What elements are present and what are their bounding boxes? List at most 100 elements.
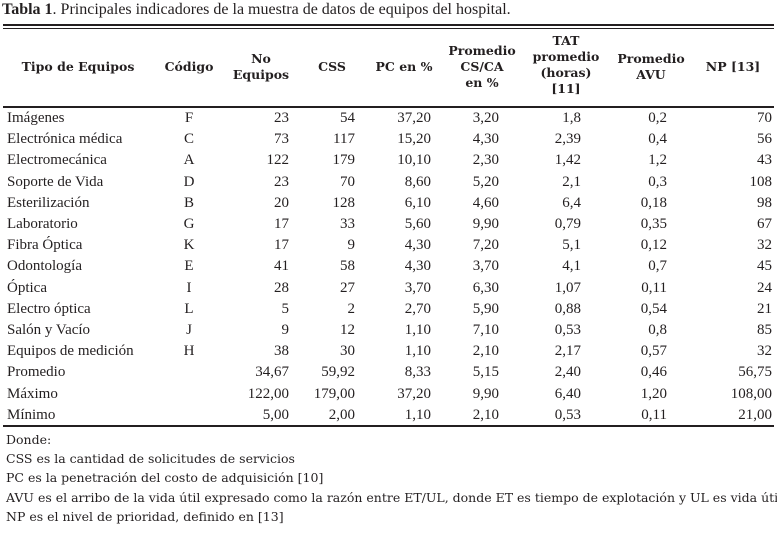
- cell-tipo: Óptica: [7, 279, 47, 296]
- table-row: Equipos de medición H 38 30 1,10 2,10 2,17 0,57…: [3, 341, 774, 362]
- cell-tipo: Máximo: [7, 385, 58, 402]
- cell-equipos: 17: [274, 237, 289, 254]
- cell-pc: 4,30: [404, 258, 431, 275]
- cell-codigo: D: [183, 173, 195, 190]
- cell-avu: 0,46: [640, 364, 667, 381]
- cell-tipo: Odontología: [7, 258, 82, 275]
- header-tipo: Tipo de Equipos: [3, 59, 153, 75]
- cell-np: 98: [757, 194, 772, 211]
- table-body: Imágenes F 23 54 37,20 3,20 1,8 0,2 70 Electrónic…: [3, 108, 774, 426]
- cell-np: 85: [757, 321, 772, 338]
- cell-codigo: K: [183, 237, 195, 254]
- header-line: NP [13]: [705, 59, 761, 74]
- cell-cs-ca: 2,10: [472, 343, 499, 360]
- table-row: Electromecánica A 122 179 10,10 2,30 1,42 1,2 43: [3, 150, 774, 171]
- cell-tat: 2,40: [554, 364, 581, 381]
- note-line: NP es el nivel de prioridad, definido en…: [6, 508, 284, 524]
- cell-css: 2: [347, 300, 356, 317]
- cell-cs-ca: 4,60: [472, 194, 499, 211]
- cell-cs-ca: 2,30: [472, 152, 499, 169]
- cell-np: 21,00: [738, 406, 772, 423]
- cell-tipo: Mínimo: [7, 406, 56, 423]
- cell-tat: 0,79: [554, 216, 581, 233]
- table-row: Óptica I 28 27 3,70 6,30 1,07 0,11 24: [3, 278, 774, 299]
- header-np: NP [13]: [693, 59, 773, 75]
- cell-css: 27: [340, 279, 355, 296]
- table-row: Esterilización B 20 128 6,10 4,60 6,4 0,18 98: [3, 193, 774, 214]
- cell-equipos: 5,00: [262, 406, 289, 423]
- header-css: CSS: [297, 59, 367, 75]
- header-line: Código: [164, 59, 214, 74]
- cell-tat: 1,8: [562, 110, 581, 127]
- cell-tat: 2,1: [562, 173, 581, 190]
- cell-css: 2,00: [328, 406, 355, 423]
- cell-avu: 0,57: [640, 343, 667, 360]
- header-avu: Promedio AVU: [609, 51, 693, 83]
- bottom-rule: [3, 425, 774, 427]
- cell-avu: 1,2: [648, 152, 667, 169]
- cell-pc: 6,10: [404, 194, 431, 211]
- header-line: TAT: [552, 33, 580, 48]
- cell-codigo: I: [186, 279, 192, 296]
- cell-css: 70: [340, 173, 355, 190]
- table-row: Fibra Óptica K 17 9 4,30 7,20 5,1 0,12 32: [3, 235, 774, 256]
- header-line: promedio: [532, 49, 600, 64]
- table-row: Electro óptica L 5 2 2,70 5,90 0,88 0,54 21: [3, 299, 774, 320]
- cell-np: 108: [749, 173, 773, 190]
- cell-equipos: 122,00: [247, 385, 289, 402]
- cell-np: 56: [757, 131, 772, 148]
- header-line: Tipo de Equipos: [21, 59, 135, 74]
- header-line: (horas): [540, 65, 592, 80]
- cell-tipo: Laboratorio: [7, 216, 78, 233]
- cell-cs-ca: 9,90: [472, 216, 499, 233]
- cell-np: 24: [757, 279, 772, 296]
- cell-css: 30: [340, 343, 355, 360]
- cell-cs-ca: 4,30: [472, 131, 499, 148]
- cell-pc: 8,33: [404, 364, 431, 381]
- cell-pc: 2,70: [404, 300, 431, 317]
- header-line: PC en %: [375, 59, 433, 74]
- cell-np: 21: [757, 300, 772, 317]
- cell-codigo: J: [186, 321, 192, 338]
- note-line: Donde:: [6, 432, 52, 447]
- cell-tat: 5,1: [562, 237, 581, 254]
- top-rule-thin: [3, 28, 774, 29]
- cell-cs-ca: 6,30: [472, 279, 499, 296]
- cell-tipo: Electrónica médica: [7, 131, 123, 148]
- cell-cs-ca: 7,10: [472, 321, 499, 338]
- cell-equipos: 23: [274, 173, 289, 190]
- cell-css: 117: [333, 131, 355, 148]
- cell-css: 9: [347, 237, 356, 254]
- cell-tipo: Soporte de Vida: [7, 173, 104, 190]
- cell-np: 45: [757, 258, 772, 275]
- cell-cs-ca: 5,20: [472, 173, 499, 190]
- header-line: No: [251, 51, 271, 66]
- cell-css: 33: [340, 216, 355, 233]
- cell-equipos: 41: [274, 258, 289, 275]
- cell-tipo: Electromecánica: [7, 152, 107, 169]
- header-line: [11]: [551, 81, 581, 96]
- cell-pc: 8,60: [404, 173, 431, 190]
- cell-np: 67: [757, 216, 772, 233]
- cell-cs-ca: 5,15: [472, 364, 499, 381]
- cell-codigo: C: [183, 131, 194, 148]
- cell-tat: 2,17: [554, 343, 581, 360]
- cell-codigo: G: [183, 216, 195, 233]
- cell-tipo: Electro óptica: [7, 300, 91, 317]
- cell-avu: 0,18: [640, 194, 667, 211]
- header-line: Equipos: [232, 67, 290, 82]
- table-notes: Donde: CSS es la cantidad de solicitudes…: [6, 430, 777, 526]
- table-row: Soporte de Vida D 23 70 8,60 5,20 2,1 0,3 108: [3, 172, 774, 193]
- cell-pc: 1,10: [404, 321, 431, 338]
- cell-avu: 0,11: [641, 279, 667, 296]
- cell-tipo: Fibra Óptica: [7, 237, 83, 254]
- cell-tat: 1,07: [554, 279, 581, 296]
- header-line: CS/CA: [460, 59, 504, 74]
- table-row: Salón y Vacío J 9 12 1,10 7,10 0,53 0,8 85: [3, 320, 774, 341]
- note-line: AVU es el arribo de la vida útil expresa…: [6, 489, 777, 505]
- cell-tat: 2,39: [554, 131, 581, 148]
- cell-css: 54: [340, 110, 355, 127]
- cell-tat: 1,42: [554, 152, 581, 169]
- equipment-table: Imágenes F 23 54 37,20 3,20 1,8 0,2 70 Electrónic…: [3, 108, 774, 426]
- cell-avu: 0,35: [640, 216, 667, 233]
